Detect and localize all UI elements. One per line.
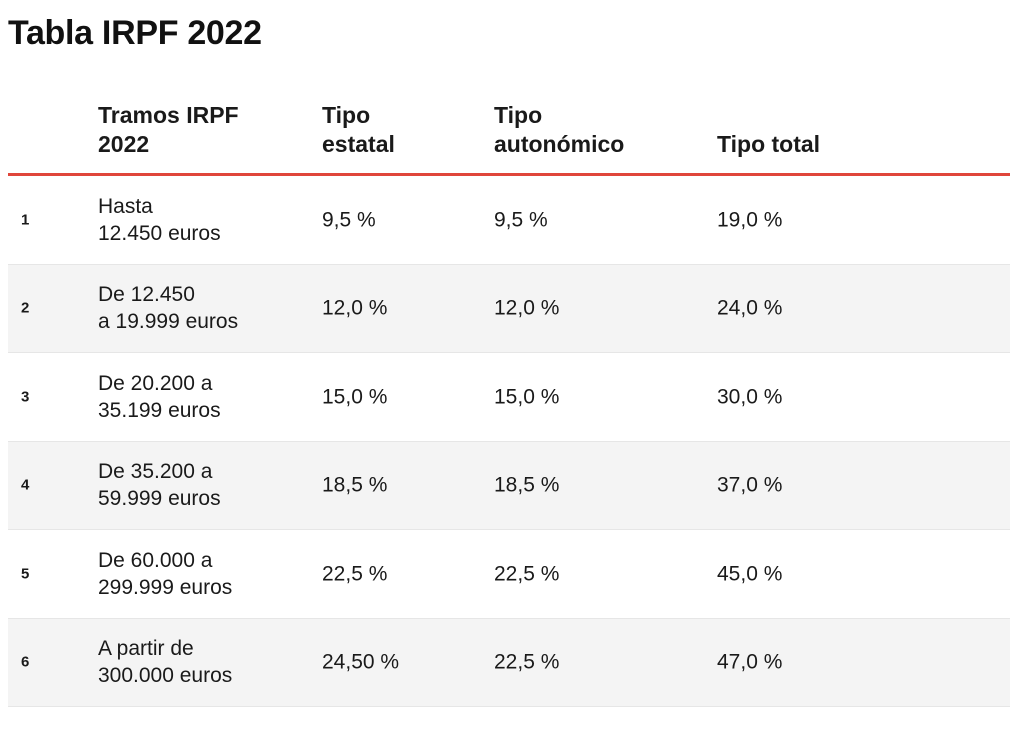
tipo-estatal-cell: 12,0 % (322, 296, 388, 320)
tramo-cell: A partir de 300.000 euros (98, 637, 233, 688)
table-row: 1 Hasta 12.450 euros 9,5 % 9,5 % 19,0 % (8, 176, 1010, 265)
tipo-total-cell: 19,0 % (717, 208, 783, 232)
tipo-autonomico-cell: 9,5 % (494, 208, 548, 232)
row-number: 5 (21, 565, 30, 583)
tipo-estatal-cell: 24,50 % (322, 650, 400, 674)
tipo-estatal-cell: 9,5 % (322, 208, 376, 232)
tipo-total-cell: 47,0 % (717, 650, 783, 674)
table-header: Tramos IRPF 2022 Tipo estatal Tipo auton… (8, 96, 1010, 176)
row-number: 1 (21, 211, 30, 229)
tramo-cell: Hasta 12.450 euros (98, 194, 221, 245)
row-number: 4 (21, 476, 30, 494)
header-tipo-autonomico: Tipo autonómico (494, 102, 625, 157)
table-row: 3 De 20.200 a 35.199 euros 15,0 % 15,0 %… (8, 353, 1010, 442)
table-row: 5 De 60.000 a 299.999 euros 22,5 % 22,5 … (8, 530, 1010, 619)
table-row: 4 De 35.200 a 59.999 euros 18,5 % 18,5 %… (8, 441, 1010, 530)
tipo-total-cell: 24,0 % (717, 296, 783, 320)
tipo-autonomico-cell: 15,0 % (494, 385, 560, 409)
tipo-total-cell: 30,0 % (717, 385, 783, 409)
tipo-autonomico-cell: 12,0 % (494, 296, 560, 320)
tramo-cell: De 60.000 a 299.999 euros (98, 548, 233, 599)
tipo-autonomico-cell: 22,5 % (494, 650, 560, 674)
header-tipo-estatal: Tipo estatal (322, 102, 395, 157)
row-number: 3 (21, 388, 30, 406)
tipo-autonomico-cell: 18,5 % (494, 473, 560, 497)
irpf-table: Tramos IRPF 2022 Tipo estatal Tipo auton… (8, 96, 1010, 707)
table-row: 6 A partir de 300.000 euros 24,50 % 22,5… (8, 618, 1010, 707)
table-row: 2 De 12.450 a 19.999 euros 12,0 % 12,0 %… (8, 264, 1010, 353)
row-number: 6 (21, 653, 30, 671)
tramo-cell: De 12.450 a 19.999 euros (98, 283, 239, 334)
tipo-total-cell: 45,0 % (717, 562, 783, 586)
tramo-cell: De 20.200 a 35.199 euros (98, 371, 221, 422)
header-tipo-total: Tipo total (717, 131, 821, 157)
tipo-estatal-cell: 22,5 % (322, 562, 388, 586)
row-number: 2 (21, 299, 30, 317)
tramo-cell: De 35.200 a 59.999 euros (98, 460, 221, 511)
page-title: Tabla IRPF 2022 (8, 14, 262, 52)
tipo-autonomico-cell: 22,5 % (494, 562, 560, 586)
tipo-estatal-cell: 18,5 % (322, 473, 388, 497)
tipo-estatal-cell: 15,0 % (322, 385, 388, 409)
tipo-total-cell: 37,0 % (717, 473, 783, 497)
header-tramos: Tramos IRPF 2022 (98, 102, 239, 157)
